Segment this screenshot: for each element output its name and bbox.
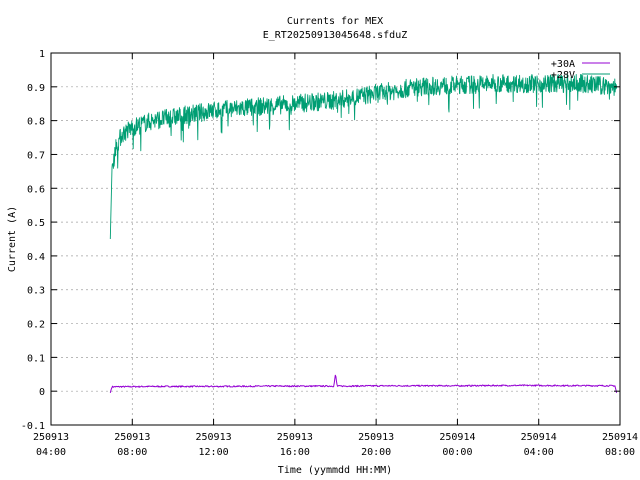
x-axis-label: Time (yymmdd HH:MM) (278, 465, 392, 476)
series-line-2 (109, 73, 618, 240)
y-axis-label: Current (A) (7, 206, 18, 272)
x-tick-label-time: 08:00 (605, 447, 635, 458)
x-tick-label-date: 250914 (439, 432, 475, 443)
y-tick-label: 0 (39, 387, 45, 398)
x-tick-label-date: 250913 (196, 432, 232, 443)
x-tick-label-time: 20:00 (361, 447, 391, 458)
y-tick-label: 0.2 (27, 320, 45, 331)
series-line-1 (109, 374, 618, 394)
x-tick-label-time: 16:00 (280, 447, 310, 458)
x-tick-label-time: 00:00 (442, 447, 472, 458)
y-tick-label: 0.6 (27, 184, 45, 195)
legend-label-series-2: +28V (551, 70, 575, 81)
x-tick-label-time: 04:00 (524, 447, 554, 458)
x-tick-label-time: 08:00 (117, 447, 147, 458)
x-tick-labels: 250913 04:00 250913 08:00 250913 12:00 250913 1… (33, 432, 638, 458)
x-tick-label-date: 250913 (114, 432, 150, 443)
x-tick-label-date: 250913 (33, 432, 69, 443)
legend-label-series-1: +30A (551, 59, 575, 70)
x-tick-label-date: 250914 (602, 432, 638, 443)
y-tick-label: -0.1 (21, 421, 45, 432)
chart-subtitle: E_RT20250913045648.sfduZ (263, 30, 408, 41)
axis-ticks (50, 52, 621, 426)
x-tick-label-date: 250913 (358, 432, 394, 443)
y-tick-labels: -0.1 0 0.1 0.2 0.3 0.4 0.5 0.6 0.7 0.8 0.9 1 (21, 49, 45, 432)
x-tick-label-time: 12:00 (199, 447, 229, 458)
y-tick-label: 0.7 (27, 150, 45, 161)
x-tick-label-time: 04:00 (36, 447, 66, 458)
plot-series (109, 73, 618, 394)
legend: +30A +28V (551, 59, 610, 81)
x-tick-label-date: 250913 (277, 432, 313, 443)
y-tick-label: 0.5 (27, 218, 45, 229)
y-tick-label: 0.8 (27, 117, 45, 128)
y-tick-label: 0.1 (27, 353, 45, 364)
x-tick-label-date: 250914 (521, 432, 557, 443)
y-tick-label: 1 (39, 49, 45, 60)
y-tick-label: 0.9 (27, 83, 45, 94)
plot-frame (50, 52, 621, 426)
y-tick-label: 0.4 (27, 252, 45, 263)
y-tick-label: 0.3 (27, 286, 45, 297)
chart-title: Currents for MEX (287, 16, 383, 27)
